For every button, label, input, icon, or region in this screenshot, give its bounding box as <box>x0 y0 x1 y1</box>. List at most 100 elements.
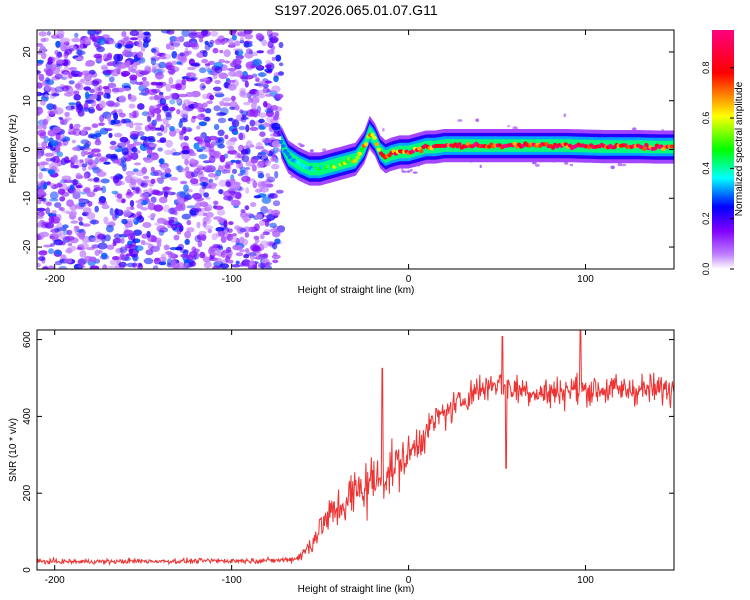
heatmap-noise-cell <box>83 186 91 194</box>
heatmap-noise-cell <box>196 210 206 217</box>
heatmap-noise-cell <box>84 91 90 100</box>
heatmap-noise-cell <box>37 207 46 212</box>
heatmap-noise-cell <box>229 106 237 110</box>
heatmap-noise-cell <box>84 80 93 86</box>
heatmap-noise-cell <box>54 73 63 80</box>
heatmap-noise-cell <box>51 155 60 164</box>
heatmap-noise-cell <box>136 178 143 185</box>
heatmap-noise-cell <box>168 76 174 85</box>
heatmap-noise-cell <box>134 245 144 252</box>
heatmap-noise-cell <box>169 35 177 42</box>
heatmap-noise-cell <box>406 170 411 173</box>
heatmap-noise-cell <box>120 181 125 186</box>
colorbar-label: Normalized spectral amplitude <box>734 81 745 216</box>
heatmap-noise-cell <box>93 187 103 191</box>
heatmap-noise-cell <box>151 235 157 243</box>
heatmap-noise-cell <box>99 100 106 109</box>
heatmap-noise-cell <box>231 168 238 174</box>
heatmap-noise-cell <box>72 128 82 137</box>
heatmap-noise-cell <box>116 193 123 199</box>
heatmap-noise-cell <box>160 124 165 132</box>
heatmap-noise-cell <box>223 49 231 58</box>
heatmap-noise-cell <box>150 178 156 184</box>
heatmap-noise-cell <box>43 85 51 93</box>
heatmap-noise-cell <box>69 184 75 191</box>
heatmap-noise-cell <box>265 103 272 110</box>
heatmap-noise-cell <box>196 113 206 121</box>
heatmap-noise-cell <box>210 252 218 256</box>
heatmap-noise-cell <box>160 30 171 34</box>
heatmap-noise-cell <box>158 229 165 236</box>
heatmap-noise-cell <box>157 147 164 152</box>
heatmap-noise-cell <box>190 171 199 178</box>
heatmap-noise-cell <box>273 114 279 121</box>
heatmap-noise-cell <box>56 53 63 58</box>
heatmap-x-tick-label: -200 <box>45 274 65 285</box>
heatmap-noise-cell <box>179 55 188 64</box>
heatmap-noise-cell <box>198 121 207 127</box>
heatmap-noise-cell <box>265 60 272 66</box>
heatmap-noise-cell <box>264 68 273 73</box>
heatmap-noise-cell <box>274 238 281 245</box>
heatmap-noise-cell <box>120 237 125 244</box>
heatmap-noise-cell <box>128 112 135 116</box>
heatmap-noise-cell <box>214 38 223 46</box>
heatmap-noise-cell <box>190 178 199 185</box>
heatmap-noise-cell <box>202 77 210 81</box>
heatmap-noise-cell <box>253 195 262 199</box>
heatmap-ridge-cell <box>419 149 424 154</box>
heatmap-noise-cell <box>617 163 623 167</box>
heatmap-noise-cell <box>563 113 567 118</box>
heatmap-noise-cell <box>199 182 209 187</box>
heatmap-noise-cell <box>196 164 204 169</box>
heatmap-noise-cell <box>158 261 167 266</box>
heatmap-noise-cell <box>199 67 207 74</box>
heatmap-ridge-cell <box>669 144 674 149</box>
heatmap-noise-cell <box>163 191 168 199</box>
heatmap-noise-cell <box>183 184 189 192</box>
heatmap-noise-cell <box>209 39 215 45</box>
heatmap-noise-cell <box>259 240 270 249</box>
heatmap-noise-cell <box>257 173 265 179</box>
heatmap-noise-cell <box>214 66 223 74</box>
heatmap-noise-cell <box>238 146 243 151</box>
heatmap-noise-cell <box>179 117 188 123</box>
heatmap-noise-cell <box>91 148 101 153</box>
heatmap-noise-cell <box>135 169 145 177</box>
heatmap-noise-cell <box>231 233 237 237</box>
heatmap-noise-cell <box>250 202 257 207</box>
heatmap-noise-cell <box>202 102 208 108</box>
heatmap-noise-cell <box>113 112 119 121</box>
heatmap-noise-cell <box>142 242 151 246</box>
heatmap-noise-cell <box>265 173 271 178</box>
heatmap-noise-cell <box>169 99 176 105</box>
heatmap-noise-cell <box>184 238 190 245</box>
heatmap-noise-cell <box>187 128 192 132</box>
heatmap-noise-cell <box>54 202 62 208</box>
heatmap-noise-cell <box>275 54 282 62</box>
heatmap-noise-cell <box>171 223 178 230</box>
chart-title: S197.2026.065.01.07.G11 <box>274 2 437 18</box>
heatmap-noise-cell <box>621 163 627 167</box>
heatmap-noise-cell <box>254 223 260 232</box>
heatmap-noise-cell <box>190 90 201 98</box>
heatmap-noise-cell <box>153 204 164 212</box>
heatmap-noise-cell <box>241 259 252 267</box>
heatmap-noise-cell <box>239 36 245 43</box>
heatmap-noise-cell <box>248 213 255 219</box>
heatmap-noise-cell <box>165 251 173 255</box>
heatmap-noise-cell <box>199 83 206 91</box>
heatmap-noise-cell <box>240 116 249 120</box>
heatmap-noise-cell <box>49 198 59 202</box>
heatmap-noise-cell <box>147 122 157 129</box>
heatmap-noise-cell <box>246 48 253 54</box>
heatmap-noise-cell <box>218 230 225 237</box>
heatmap-ridge-cell <box>370 132 375 137</box>
heatmap-noise-cell <box>71 37 81 43</box>
heatmap-noise-cell <box>46 115 51 122</box>
heatmap-noise-cell <box>98 200 108 206</box>
heatmap-noise-cell <box>132 262 138 268</box>
heatmap-noise-cell <box>50 67 61 74</box>
heatmap-noise-cell <box>79 37 86 45</box>
